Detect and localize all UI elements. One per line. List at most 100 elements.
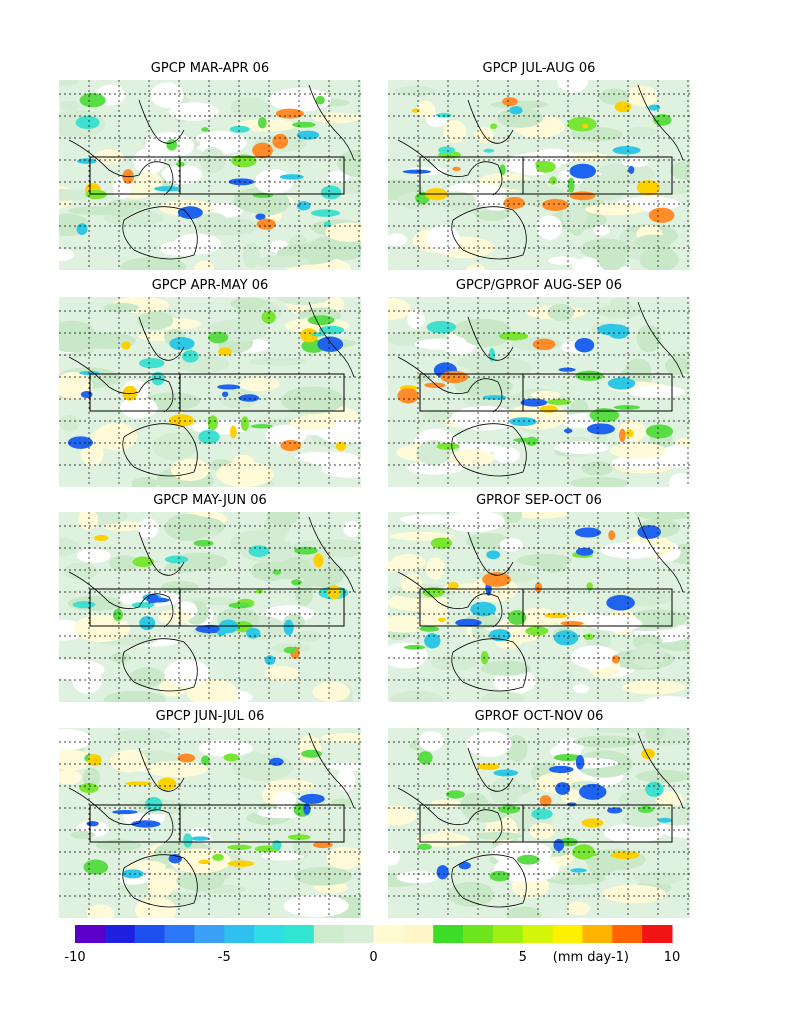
anomaly-patch: [198, 429, 220, 444]
anomaly-patch: [622, 680, 686, 695]
anomaly-patch: [261, 852, 305, 861]
colorbar-segment: [104, 925, 136, 943]
anomaly-patch: [75, 115, 100, 129]
anomaly-patch: [572, 684, 590, 694]
anomaly-patch: [458, 861, 471, 870]
anomaly-patch: [82, 767, 101, 788]
anomaly-patch: [636, 324, 662, 353]
anomaly-patch: [436, 865, 449, 880]
colorbar-segment: [283, 925, 315, 943]
anomaly-patch: [635, 770, 690, 783]
colorbar-segment: [552, 925, 583, 943]
anomaly-patch: [628, 385, 685, 399]
anomaly-patch: [447, 881, 495, 907]
anomaly-patch: [283, 619, 294, 636]
colorbar-segment: [373, 925, 404, 943]
anomaly-patch: [435, 112, 452, 118]
anomaly-patch: [489, 777, 522, 805]
anomaly-patch: [553, 753, 582, 762]
colorbar-unit-label: (mm day-1): [553, 950, 629, 965]
anomaly-patch: [613, 405, 641, 410]
colorbar-segment: [403, 925, 434, 943]
anomaly-patch: [311, 332, 325, 337]
anomaly-patch: [294, 866, 352, 886]
anomaly-patch: [590, 728, 655, 733]
anomaly-patch: [634, 512, 690, 520]
region-box: [419, 804, 673, 843]
anomaly-patch: [388, 849, 400, 866]
anomaly-patch: [532, 338, 556, 351]
anomaly-patch: [388, 298, 411, 320]
anomaly-patch: [248, 545, 270, 558]
anomaly-patch: [310, 209, 340, 217]
anomaly-patch: [553, 630, 579, 646]
anomaly-patch: [490, 123, 498, 130]
anomaly-patch: [337, 149, 361, 177]
anomaly-patch: [135, 896, 177, 918]
anomaly-patch: [574, 527, 602, 538]
anomaly-patch: [312, 681, 351, 702]
anomaly-patch: [417, 843, 432, 850]
anomaly-patch: [121, 869, 144, 879]
anomaly-patch: [193, 131, 247, 155]
anomaly-patch: [499, 538, 523, 552]
anomaly-patch: [218, 389, 259, 409]
anomaly-patch: [611, 655, 620, 664]
anomaly-patch: [625, 429, 634, 438]
anomaly-patch: [59, 248, 75, 262]
anomaly-patch: [164, 555, 189, 564]
anomaly-patch: [609, 442, 667, 459]
anomaly-patch: [562, 204, 587, 231]
coastline: [68, 732, 355, 908]
anomaly-patch: [228, 602, 251, 609]
anomaly-patch: [176, 870, 225, 891]
anomaly-patch: [448, 449, 495, 467]
anomaly-patch: [289, 415, 337, 431]
anomaly-patch: [325, 222, 361, 242]
colorbar-tick-label: 0: [369, 950, 377, 965]
anomaly-patch: [299, 793, 325, 804]
coastline: [68, 84, 355, 260]
anomaly-patch: [426, 557, 445, 580]
anomaly-patch: [482, 572, 511, 587]
anomaly-patch: [416, 100, 436, 119]
map-panel: [59, 80, 361, 270]
anomaly-patch: [315, 95, 325, 105]
anomaly-patch: [402, 169, 431, 174]
anomaly-patch: [430, 537, 453, 549]
colorbar-segment: [254, 925, 285, 943]
anomaly-patch: [201, 755, 210, 766]
anomaly-patch: [607, 807, 623, 814]
anomaly-patch: [199, 146, 226, 174]
anomaly-patch: [549, 176, 557, 185]
anomaly-patch: [320, 733, 361, 743]
anomaly-patch: [443, 120, 467, 144]
anomaly-patch: [493, 446, 520, 464]
anomaly-patch: [648, 207, 675, 223]
anomaly-patch: [480, 660, 532, 676]
anomaly-patch: [446, 790, 465, 799]
anomaly-patch: [138, 358, 165, 369]
anomaly-patch: [198, 859, 211, 865]
anomaly-patch: [621, 157, 649, 168]
anomaly-patch: [619, 428, 626, 443]
anomaly-patch: [70, 830, 95, 839]
colorbar-segment: [642, 925, 673, 943]
anomaly-patch: [177, 206, 203, 219]
anomaly-patch: [230, 425, 237, 439]
anomaly-patch: [335, 441, 347, 451]
anomaly-patch: [222, 391, 229, 398]
anomaly-patch: [669, 472, 690, 487]
anomaly-patch: [455, 618, 482, 627]
anomaly-patch: [109, 555, 140, 572]
coastline: [397, 516, 684, 692]
colorbar-segment: [463, 925, 494, 943]
anomaly-patch: [59, 537, 79, 556]
anomaly-patch: [452, 318, 512, 341]
anomaly-patch: [83, 859, 109, 875]
anomaly-patch: [575, 755, 585, 770]
anomaly-patch: [451, 204, 491, 213]
anomaly-patch: [216, 461, 274, 487]
anomaly-patch: [164, 561, 202, 573]
